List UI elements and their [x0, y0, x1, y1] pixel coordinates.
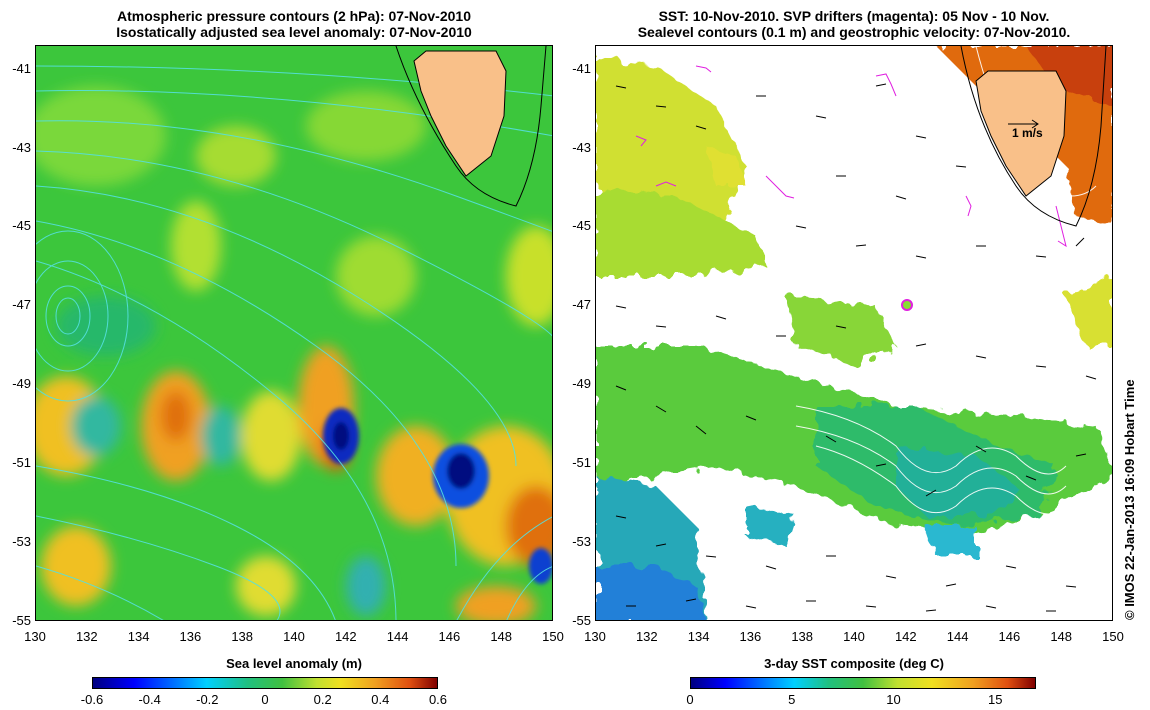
- lat-tick-label: -47: [572, 297, 591, 313]
- colorbar-tick-label: 0.4: [371, 692, 390, 707]
- colorbar-tick-label: 0.2: [313, 692, 332, 707]
- lon-tick-label: 140: [283, 629, 305, 644]
- lat-tick-label: -43: [12, 139, 31, 155]
- right-map-title-line1: SST: 10-Nov-2010. SVP drifters (magenta)…: [658, 8, 1050, 24]
- lat-tick-label: -55: [12, 613, 31, 628]
- lon-tick-label: 134: [687, 629, 710, 644]
- lat-tick-label: -49: [12, 376, 31, 392]
- lon-tick-label: 132: [75, 629, 98, 644]
- lon-tick-label: 150: [1102, 629, 1124, 644]
- lon-tick-label: 134: [127, 629, 150, 644]
- lon-tick-label: 130: [584, 629, 606, 644]
- lat-tick-label: -51: [12, 455, 31, 471]
- velocity-scale-label: 1 m/s: [1012, 126, 1043, 140]
- lat-tick-label: -51: [572, 455, 591, 471]
- imos-credit: © IMOS 22-Jan-2013 16:09 Hobart Time: [1122, 379, 1137, 620]
- lat-tick-label: -49: [572, 376, 591, 392]
- sst-map: 1 m/s: [595, 45, 1113, 621]
- colorbar-tick-label: 15: [988, 692, 1003, 707]
- lat-tick-label: -43: [572, 139, 591, 155]
- lon-tick-label: 138: [791, 629, 814, 644]
- colorbar-tick-label: -0.6: [80, 692, 104, 707]
- colorbar-tick-label: 0: [261, 692, 269, 707]
- lon-tick-label: 148: [490, 629, 513, 644]
- lon-tick-label: 142: [894, 629, 917, 644]
- lon-tick-label: 138: [231, 629, 254, 644]
- lon-tick-label: 136: [179, 629, 202, 644]
- lon-tick-label: 150: [542, 629, 564, 644]
- lon-tick-label: 148: [1050, 629, 1073, 644]
- lat-tick-label: -55: [572, 613, 591, 628]
- left-colorbar: [92, 677, 438, 689]
- left-map-title-line1: Atmospheric pressure contours (2 hPa): 0…: [117, 8, 471, 24]
- right-colorbar: [690, 677, 1036, 689]
- lon-tick-label: 146: [998, 629, 1021, 644]
- colorbar-tick-label: 0.6: [428, 692, 448, 707]
- right-map-title-line2: Sealevel contours (0.1 m) and geostrophi…: [637, 24, 1071, 40]
- lat-tick-label: -41: [12, 60, 31, 76]
- lon-tick-label: 144: [386, 629, 409, 644]
- colorbar-tick-label: 0: [686, 692, 694, 707]
- lon-tick-label: 136: [739, 629, 762, 644]
- sea-level-anomaly-map: [35, 45, 553, 621]
- colorbar-tick-label: -0.2: [196, 692, 219, 707]
- colorbar-tick-label: -0.4: [138, 692, 161, 707]
- lat-tick-label: -41: [572, 60, 591, 76]
- left-colorbar-label: Sea level anomaly (m): [226, 656, 362, 671]
- colorbar-tick-label: 5: [788, 692, 796, 707]
- lon-tick-label: 146: [438, 629, 461, 644]
- lat-tick-label: -53: [12, 534, 31, 550]
- lon-tick-label: 144: [946, 629, 969, 644]
- lat-tick-label: -45: [12, 218, 31, 234]
- lon-tick-label: 140: [843, 629, 865, 644]
- lon-tick-label: 130: [24, 629, 46, 644]
- left-map-title-line2: Isostatically adjusted sea level anomaly…: [116, 24, 472, 40]
- colorbar-tick-label: 10: [886, 692, 901, 707]
- lat-tick-label: -47: [12, 297, 31, 313]
- lat-tick-label: -45: [572, 218, 591, 234]
- lon-tick-label: 142: [334, 629, 357, 644]
- lat-tick-label: -53: [572, 534, 591, 550]
- drifter-marker-icon: [901, 299, 913, 311]
- right-colorbar-label: 3-day SST composite (deg C): [764, 656, 944, 671]
- lon-tick-label: 132: [635, 629, 658, 644]
